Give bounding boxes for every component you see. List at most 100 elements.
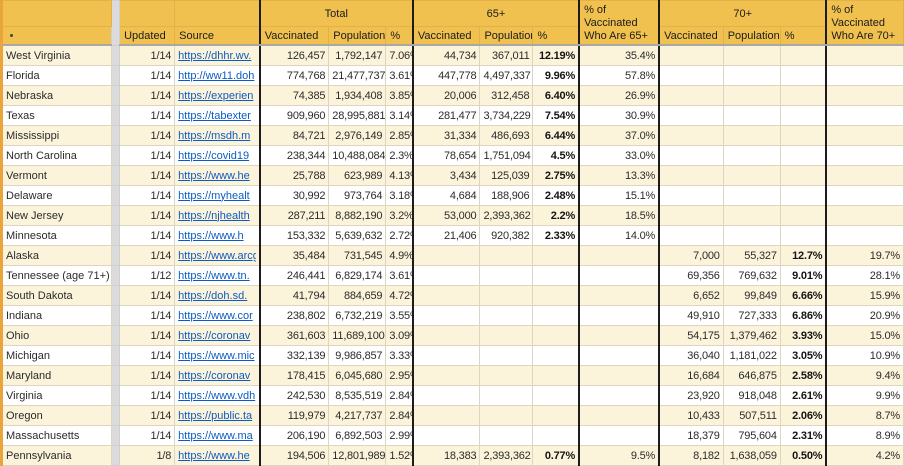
age70-vaccinated-cell: 36,040 xyxy=(658,345,724,366)
age65-percent-cell xyxy=(532,345,580,366)
total-population-cell: 4,217,737 xyxy=(328,405,387,426)
source-link[interactable]: https://covid19 xyxy=(178,149,250,162)
age65-vaccinated-cell: 281,477 xyxy=(411,105,481,126)
share-70-cell: 4.2% xyxy=(825,445,904,466)
total-percent-cell: 2.99% xyxy=(385,425,414,446)
age70-vaccinated-cell xyxy=(658,45,724,66)
group-header-total: Total xyxy=(258,0,414,27)
age65-population-cell xyxy=(479,245,534,266)
total-vaccinated-cell: 35,484 xyxy=(258,245,330,266)
source-link[interactable]: https://www.cor xyxy=(178,309,253,322)
source-link[interactable]: https://experien xyxy=(178,89,254,102)
state-cell: Texas xyxy=(1,105,113,126)
age65-percent-cell: 0.77% xyxy=(532,445,580,466)
source-link[interactable]: https://coronav xyxy=(178,369,251,382)
updated-cell: 1/14 xyxy=(119,105,176,126)
total-vaccinated-cell: 119,979 xyxy=(258,405,330,426)
source-link[interactable]: https://myhealt xyxy=(178,189,250,202)
age70-population-cell: 99,849 xyxy=(723,285,781,306)
table-row: South Dakota 1/14 https://doh.sd. 41,794 884… xyxy=(1,285,904,306)
source-link[interactable]: https://doh.sd. xyxy=(178,289,248,302)
table-body: West Virginia 1/14 https://dhhr.wv. 126,457… xyxy=(1,45,904,466)
age70-percent-cell xyxy=(780,65,827,86)
updated-cell: 1/14 xyxy=(119,85,176,106)
age65-percent-cell: 2.2% xyxy=(532,205,580,226)
source-link[interactable]: https://www.arcg xyxy=(178,249,256,262)
share-70-cell xyxy=(825,165,904,186)
source-link[interactable]: http://ww11.doh xyxy=(178,69,255,82)
pane-separator-cell xyxy=(111,205,121,226)
total-percent-cell: 3.55% xyxy=(385,305,414,326)
source-link[interactable]: https://dhhr.wv. xyxy=(178,49,252,62)
total-vaccinated-cell: 206,190 xyxy=(258,425,330,446)
total-vaccinated-cell: 242,530 xyxy=(258,385,330,406)
share-70-cell: 10.9% xyxy=(825,345,904,366)
pane-separator-cell xyxy=(111,305,121,326)
age70-population-cell: 918,048 xyxy=(723,385,781,406)
updated-cell: 1/12 xyxy=(119,265,176,286)
age65-percent-cell xyxy=(532,325,580,346)
source-link[interactable]: https://www.tn. xyxy=(178,269,250,282)
source-link[interactable]: https://public.ta xyxy=(178,409,253,422)
source-link[interactable]: https://www.he xyxy=(178,449,250,462)
total-percent-cell: 2.84% xyxy=(385,405,414,426)
source-link[interactable]: https://coronav xyxy=(178,329,251,342)
source-link[interactable]: https://msdh.m xyxy=(178,129,251,142)
share-65-cell xyxy=(578,265,660,286)
age70-population-cell: 769,632 xyxy=(723,265,781,286)
age70-vaccinated-cell: 7,000 xyxy=(658,245,724,266)
updated-header: Updated xyxy=(119,26,176,46)
total-population-cell: 11,689,100 xyxy=(328,325,387,346)
source-cell: https://covid19 xyxy=(174,145,261,166)
share-65-cell: 26.9% xyxy=(578,85,660,106)
group-header-65plus: 65+ xyxy=(411,0,580,27)
share-65-cell xyxy=(578,425,660,446)
total-vaccinated-cell: 41,794 xyxy=(258,285,330,306)
age65-vaccinated-cell: 3,434 xyxy=(411,165,481,186)
total-vaccinated-cell: 30,992 xyxy=(258,185,330,206)
pane-separator-cell xyxy=(111,85,121,106)
source-link[interactable]: https://njhealth xyxy=(178,209,250,222)
age65-vaccinated-cell xyxy=(411,265,481,286)
source-link[interactable]: https://www.h xyxy=(178,229,244,242)
age70-vaccinated-cell xyxy=(658,225,724,246)
age65-vaccinated-cell: 31,334 xyxy=(411,125,481,146)
total-vaccinated-cell: 238,802 xyxy=(258,305,330,326)
state-cell: Florida xyxy=(1,65,113,86)
age65-percent-cell: 2.75% xyxy=(532,165,580,186)
total-population-cell: 884,659 xyxy=(328,285,387,306)
source-link[interactable]: https://www.mic xyxy=(178,349,255,362)
age65-population-cell xyxy=(479,325,534,346)
source-link[interactable]: https://www.ma xyxy=(178,429,253,442)
source-link[interactable]: https://www.vdh xyxy=(178,389,256,402)
source-cell: https://www.h xyxy=(174,225,261,246)
age70-population-cell xyxy=(723,45,781,66)
age65-vaccinated-cell xyxy=(411,385,481,406)
updated-cell: 1/14 xyxy=(119,385,176,406)
state-cell: Minnesota xyxy=(1,225,113,246)
age70-vaccinated-cell: 18,379 xyxy=(658,425,724,446)
age70-percent-cell xyxy=(780,125,827,146)
table-row: Oregon 1/14 https://public.ta 119,979 4,217,… xyxy=(1,405,904,426)
table-row: Nebraska 1/14 https://experien 74,385 1,934,… xyxy=(1,85,904,106)
age70-percent-cell xyxy=(780,145,827,166)
total-population-cell: 9,986,857 xyxy=(328,345,387,366)
age70-population-cell: 507,511 xyxy=(723,405,781,426)
pane-separator-cell xyxy=(111,445,121,466)
source-link[interactable]: https://www.he xyxy=(178,169,250,182)
share-70-cell xyxy=(825,85,904,106)
pane-separator-cell xyxy=(111,425,121,446)
source-cell: https://www.tn. xyxy=(174,265,261,286)
pane-separator-cell xyxy=(111,245,121,266)
age65-population-cell xyxy=(479,405,534,426)
total-percent-cell: 4.72% xyxy=(385,285,414,306)
share-65-cell: 30.9% xyxy=(578,105,660,126)
source-cell: https://www.ma xyxy=(174,425,261,446)
age65-percent-cell: 6.44% xyxy=(532,125,580,146)
state-cell: Virginia xyxy=(1,385,113,406)
age65-population-cell: 312,458 xyxy=(479,85,534,106)
source-link[interactable]: https://tabexter xyxy=(178,109,251,122)
share-70-cell: 20.9% xyxy=(825,305,904,326)
total-population-cell: 2,976,149 xyxy=(328,125,387,146)
pane-separator-cell xyxy=(111,145,121,166)
